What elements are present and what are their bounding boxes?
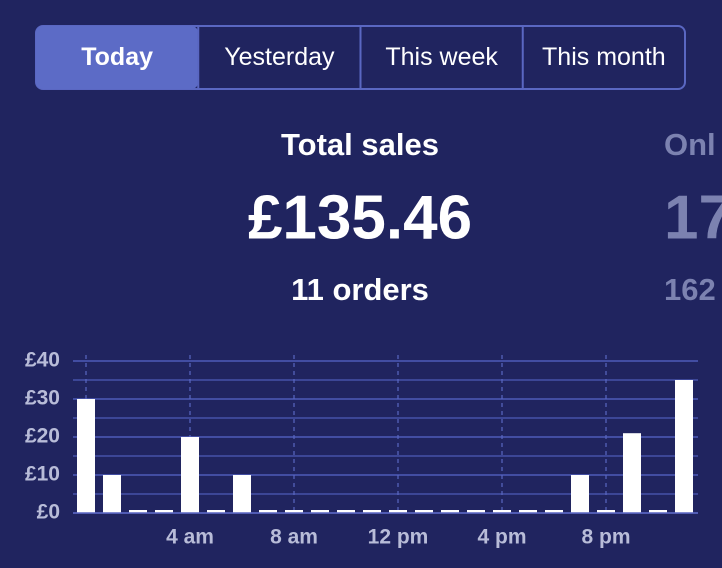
bar xyxy=(649,510,667,513)
bar xyxy=(311,510,329,513)
tab-label[interactable]: This week xyxy=(385,43,498,71)
x-tick-label: 8 am xyxy=(270,526,318,549)
bar xyxy=(415,510,433,513)
y-tick-label: £20 xyxy=(25,425,60,448)
bar xyxy=(181,437,199,513)
card-orders: 162 xyxy=(664,272,716,307)
bar xyxy=(259,510,277,513)
y-tick-label: £30 xyxy=(25,387,60,410)
bar xyxy=(467,510,485,513)
bar xyxy=(285,510,303,513)
bar xyxy=(103,475,121,513)
tab-label[interactable]: This month xyxy=(542,43,666,71)
bar xyxy=(233,475,251,513)
tab-label[interactable]: Today xyxy=(81,43,153,71)
bar xyxy=(519,510,537,513)
bar xyxy=(363,510,381,513)
card-title: Onl xyxy=(664,127,716,162)
card-amount: 17 xyxy=(664,183,722,252)
bar xyxy=(155,510,173,513)
bar xyxy=(623,433,641,513)
tab-selected-bg xyxy=(36,26,199,89)
card-orders: 11 orders xyxy=(291,272,429,307)
bar xyxy=(389,510,407,513)
y-tick-label: £40 xyxy=(25,349,60,372)
card-amount: £135.46 xyxy=(248,183,472,252)
bar xyxy=(337,510,355,513)
y-tick-label: £0 xyxy=(37,501,60,524)
bar xyxy=(493,510,511,513)
bar xyxy=(77,399,95,513)
x-tick-label: 4 pm xyxy=(477,526,526,549)
x-tick-label: 12 pm xyxy=(368,526,429,549)
tab-label[interactable]: Yesterday xyxy=(224,43,335,71)
bar xyxy=(129,510,147,513)
bar xyxy=(571,475,589,513)
x-tick-label: 4 am xyxy=(166,526,214,549)
bar xyxy=(441,510,459,513)
bar xyxy=(545,510,563,513)
y-tick-label: £10 xyxy=(25,463,60,486)
bar xyxy=(675,380,693,513)
bar xyxy=(597,510,615,513)
card-title: Total sales xyxy=(281,127,439,162)
x-tick-label: 8 pm xyxy=(581,526,630,549)
bar xyxy=(207,510,225,513)
